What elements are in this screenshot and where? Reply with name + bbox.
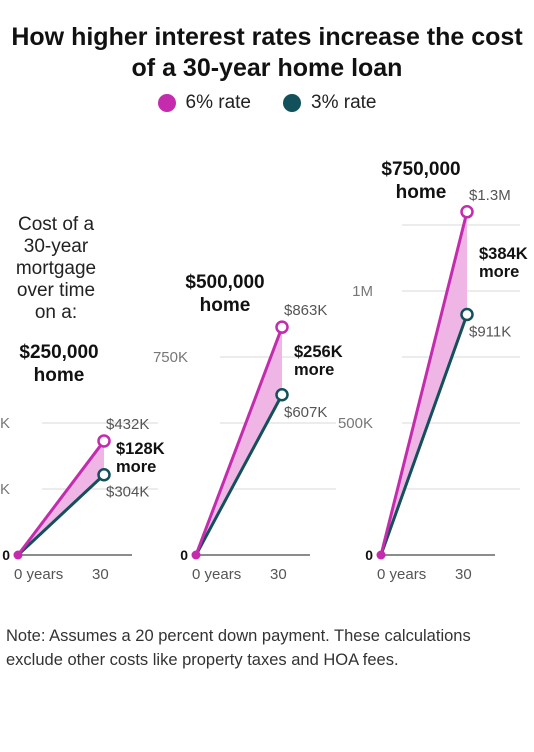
difference-label: $256K more bbox=[294, 343, 343, 379]
end-point-6-rate bbox=[275, 320, 289, 334]
legend-swatch-6-rate bbox=[157, 94, 176, 112]
start-point bbox=[191, 550, 201, 560]
start-point bbox=[13, 550, 23, 560]
line-3-rate bbox=[194, 394, 284, 556]
y-tick-label: 500K bbox=[0, 415, 10, 432]
end-label-6-rate: $432K bbox=[106, 416, 149, 433]
end-label-6-rate: $863K bbox=[284, 302, 327, 319]
y-tick-label: 250K bbox=[0, 481, 10, 498]
line-3-rate bbox=[16, 473, 106, 557]
legend-item-3-rate: 3% rate bbox=[283, 92, 376, 114]
y-tick-label: 0 bbox=[180, 547, 188, 563]
legend-swatch-3-rate bbox=[283, 94, 301, 112]
end-label-3-rate: $607K bbox=[284, 404, 327, 421]
home-label-500k: $500,000 home bbox=[185, 272, 265, 316]
x-tick-label: 30 bbox=[270, 566, 287, 583]
end-label-3-rate: $304K bbox=[106, 484, 149, 501]
legend: 6% rate 3% rate bbox=[0, 92, 534, 114]
end-label-3-rate: $911K bbox=[469, 323, 511, 340]
start-point bbox=[376, 550, 386, 560]
line-6-rate bbox=[194, 326, 284, 556]
x-tick-label: 0 years bbox=[14, 566, 63, 583]
x-tick-label: 30 bbox=[92, 566, 109, 583]
difference-label: $384K more bbox=[479, 245, 528, 281]
intro-text: Cost of a 30-year mortgage over time on … bbox=[15, 214, 97, 323]
end-point-6-rate bbox=[97, 434, 111, 448]
x-tick-label: 0 years bbox=[377, 566, 426, 583]
chart-title: How higher interest rates increase the c… bbox=[11, 23, 523, 82]
legend-label-3-rate: 3% rate bbox=[311, 92, 377, 113]
end-point-3-rate bbox=[275, 388, 289, 402]
y-tick-label: 500K bbox=[338, 415, 373, 432]
end-label-6-rate: $1.3M bbox=[469, 187, 511, 204]
y-tick-label: 0 bbox=[2, 547, 10, 563]
legend-label-6-rate: 6% rate bbox=[185, 92, 251, 113]
note-text: Note: Assumes a 20 percent down payment.… bbox=[6, 627, 471, 669]
difference-label: $128K more bbox=[116, 440, 165, 476]
end-point-3-rate bbox=[97, 467, 111, 482]
home-label-750k: $750,000 home bbox=[381, 159, 461, 203]
x-tick-label: 30 bbox=[455, 566, 472, 583]
line-3-rate bbox=[379, 313, 469, 556]
end-point-3-rate bbox=[460, 307, 474, 322]
legend-item-6-rate: 6% rate bbox=[157, 92, 251, 114]
y-tick-label: 0 bbox=[365, 547, 373, 563]
line-6-rate bbox=[379, 211, 469, 556]
line-6-rate bbox=[16, 440, 106, 556]
x-tick-label: 0 years bbox=[192, 566, 241, 583]
y-tick-label: 750K bbox=[153, 349, 188, 366]
end-point-6-rate bbox=[460, 205, 474, 219]
home-label-250k: $250,000 home bbox=[19, 342, 99, 386]
y-tick-label: 1M bbox=[352, 283, 373, 300]
